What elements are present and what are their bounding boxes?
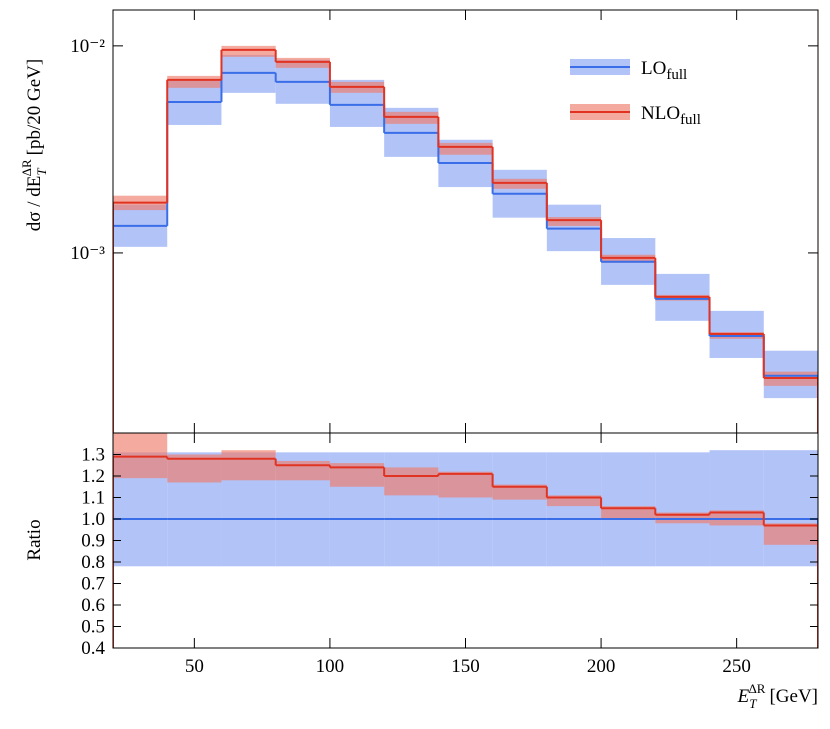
ratio-y-tick-label: 0.4 xyxy=(81,638,105,659)
ratio-band xyxy=(329,463,385,487)
ratio-frame xyxy=(112,432,819,649)
ratio-y-tick-label: 1.1 xyxy=(81,488,105,509)
uncertainty-band xyxy=(275,57,330,68)
ratio-band xyxy=(763,523,818,545)
x-tick-label: 50 xyxy=(185,656,204,677)
ratio-plot xyxy=(113,433,818,648)
ratio-band xyxy=(601,506,656,519)
ratio-band xyxy=(492,484,547,500)
x-tick-label: 150 xyxy=(451,656,480,677)
ratio-band xyxy=(438,452,493,567)
ratio-y-tick-label: 1.2 xyxy=(81,466,105,487)
legend-label: LOfull xyxy=(641,58,687,83)
ratio-y-tick-label: 0.8 xyxy=(81,552,105,573)
main-plot xyxy=(113,45,818,433)
legend-subscript: full xyxy=(680,112,701,128)
uncertainty-band xyxy=(221,54,276,93)
legend-name: NLO xyxy=(641,103,680,124)
y-tick-label: 10⁻³ xyxy=(70,243,105,264)
ratio-y-label: Ratio xyxy=(24,519,45,560)
ratio-y-tick-label: 0.6 xyxy=(81,595,105,616)
y-axis-label: dσ / dETΔR[pb/20 GeV] xyxy=(19,59,49,231)
ratio-band xyxy=(655,452,710,567)
ratio-band xyxy=(546,452,602,567)
legend-subscript: full xyxy=(666,67,687,83)
ratio-band xyxy=(709,510,764,526)
ratio-y-tick-label: 1.3 xyxy=(81,445,105,466)
uncertainty-band xyxy=(546,217,602,226)
ratio-y-tick-label: 0.9 xyxy=(81,531,105,552)
ratio-band xyxy=(221,450,276,481)
ratio-y-tick-label: 0.5 xyxy=(81,617,105,638)
uncertainty-band xyxy=(221,45,276,57)
x-tick-label: 250 xyxy=(722,656,751,677)
ratio-y-tick-label: 1.0 xyxy=(81,509,105,530)
legend-label: NLOfull xyxy=(641,103,701,128)
ratio-band xyxy=(709,450,764,567)
x-tick-label: 200 xyxy=(587,656,616,677)
y-tick-label: 10⁻² xyxy=(70,36,105,57)
ratio-band xyxy=(113,433,168,479)
uncertainty-band xyxy=(438,142,493,155)
uncertainty-band xyxy=(167,75,222,88)
ratio-band xyxy=(763,450,818,567)
x-tick-label: 100 xyxy=(316,656,345,677)
ratio-band xyxy=(546,495,602,507)
ratio-band xyxy=(655,512,710,524)
ratio-band xyxy=(384,467,439,496)
legend-name: LO xyxy=(641,58,666,79)
main-frame xyxy=(112,9,819,434)
ratio-band xyxy=(438,471,493,498)
x-axis-label: ETΔR [GeV] xyxy=(737,681,818,711)
ratio-band xyxy=(492,452,547,567)
ratio-band xyxy=(275,460,330,481)
ratio-y-tick-label: 0.7 xyxy=(81,574,105,595)
axes: 50 100 150 200 250 10⁻² 10⁻³ 0.40.50.60.70.80.9… xyxy=(70,10,818,677)
